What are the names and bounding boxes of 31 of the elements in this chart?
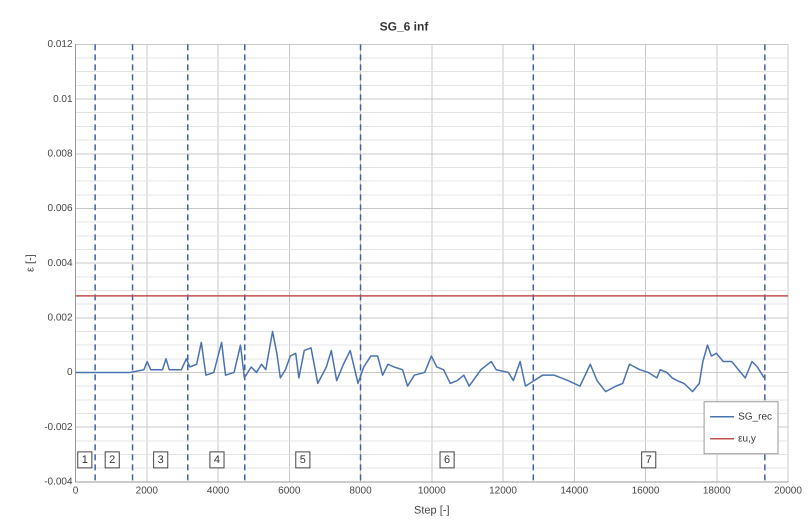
x-tick-label: 18000 [702, 486, 732, 497]
y-tick-label: 0.012 [48, 39, 73, 50]
annotation: 1 [82, 454, 88, 466]
y-tick-label: 0.002 [48, 312, 73, 324]
chart-title: SG_6 inf [380, 20, 430, 34]
y-tick-label: 0 [66, 367, 73, 378]
y-tick-label: 0.008 [48, 148, 73, 160]
x-tick-label: 12000 [489, 486, 518, 497]
annotation: 6 [444, 454, 450, 466]
x-tick-label: 14000 [560, 486, 589, 497]
annotation: 7 [646, 454, 652, 466]
legend-label: εu,y [738, 434, 756, 445]
annotation: 2 [109, 454, 116, 466]
x-tick-label: 16000 [632, 486, 660, 497]
x-tick-label: 10000 [418, 486, 446, 497]
annotation: 5 [300, 454, 306, 466]
x-tick-label: 6000 [278, 486, 301, 497]
legend-label: SG_rec [738, 412, 772, 423]
x-axis-title: Step [-] [414, 504, 450, 516]
y-tick-label: 0.006 [48, 203, 73, 214]
x-tick-label: 8000 [349, 486, 372, 497]
y-tick-label: 0.004 [48, 258, 73, 269]
y-tick-label: -0.004 [44, 476, 73, 488]
annotation: 4 [214, 454, 220, 466]
x-tick-label: 2000 [136, 486, 158, 497]
y-axis-title: ε [-] [24, 254, 37, 272]
y-tick-label: 0.01 [53, 94, 73, 105]
x-tick-label: 20000 [774, 486, 802, 497]
y-tick-label: -0.002 [44, 422, 73, 433]
x-tick-label: 4000 [206, 486, 230, 497]
annotation: 3 [158, 454, 164, 466]
